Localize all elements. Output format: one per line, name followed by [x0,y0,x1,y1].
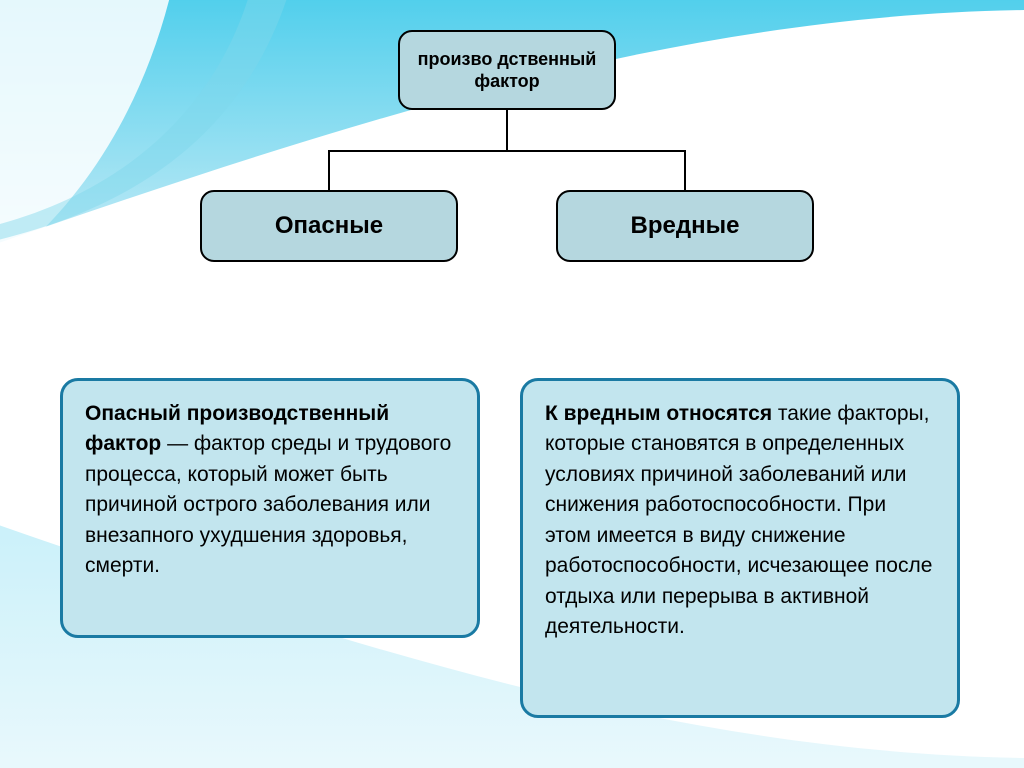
root-node-label: произво дственный фактор [418,48,597,93]
definition-harmful-title: К вредным относятся [545,402,772,425]
child-node-harmful: Вредные [556,190,814,262]
root-node: произво дственный фактор [398,30,616,110]
definition-dangerous: Опасный производственный фактор — фактор… [60,378,480,638]
connector-trunk [506,110,508,150]
child-node-dangerous: Опасные [200,190,458,262]
child-node-harmful-label: Вредные [631,211,740,241]
definition-harmful: К вредным относятся такие факторы, котор… [520,378,960,718]
connector-drop-left [328,150,330,190]
definition-harmful-body: такие факторы, которые становятся в опре… [545,402,932,638]
connector-hbar [328,150,686,152]
child-node-dangerous-label: Опасные [275,211,383,241]
connector-drop-right [684,150,686,190]
slide-content: произво дственный фактор Опасные Вредные… [0,0,1024,768]
